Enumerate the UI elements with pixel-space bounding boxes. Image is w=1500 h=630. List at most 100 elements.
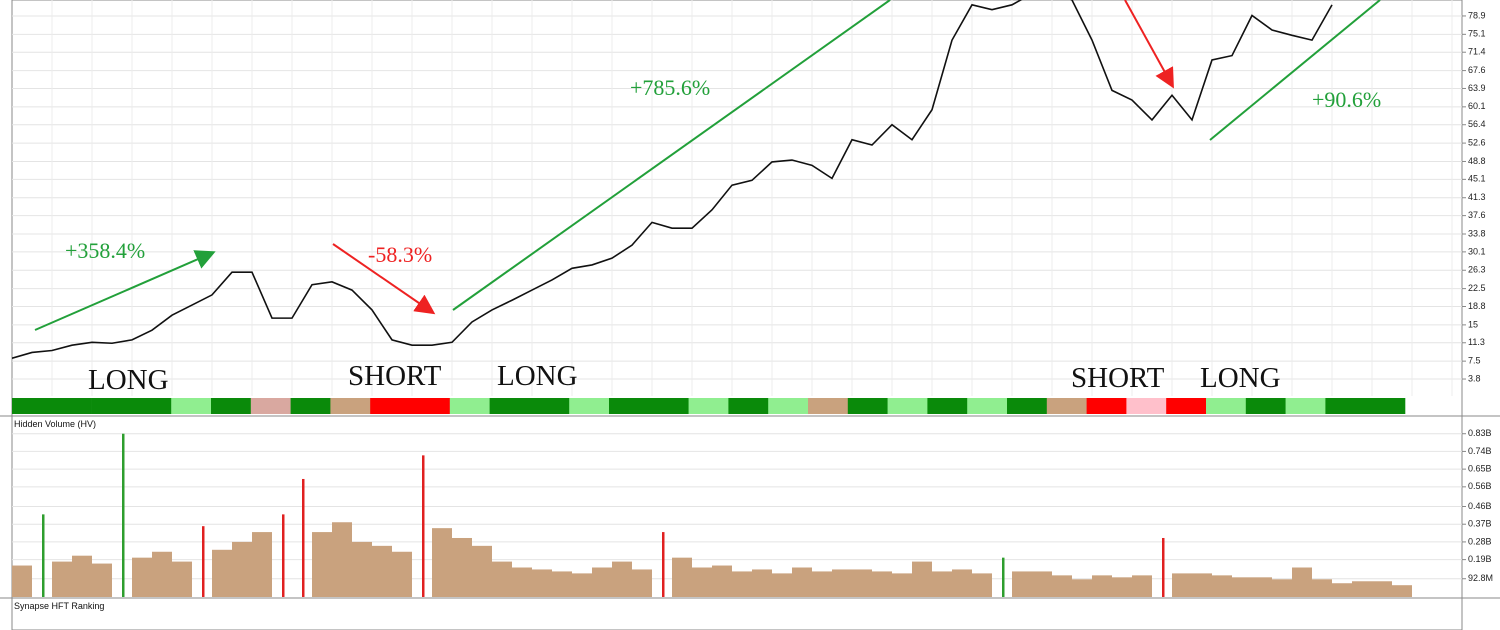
volume-bar: [1002, 557, 1005, 597]
volume-bar: [392, 551, 412, 597]
y-tick-label: 63.9: [1468, 83, 1486, 93]
volume-bar: [122, 433, 125, 597]
volume-bar: [1012, 571, 1032, 597]
volume-bar: [372, 545, 392, 597]
volume-bar: [852, 569, 872, 597]
annotation: -58.3%: [368, 242, 432, 267]
ranking-segment: [927, 398, 968, 414]
volume-bar: [672, 557, 692, 597]
volume-bar: [772, 573, 792, 597]
ranking-segment: [1325, 398, 1366, 414]
y-tick-label: 48.8: [1468, 156, 1486, 166]
volume-bar: [1292, 567, 1312, 597]
ranking-segment: [330, 398, 371, 414]
volume-bar: [12, 565, 32, 597]
ranking-segment: [847, 398, 888, 414]
volume-bar: [302, 478, 305, 597]
ranking-segment: [171, 398, 212, 414]
volume-bar: [692, 567, 712, 597]
y-tick-label: 0.56B: [1468, 481, 1492, 491]
y-tick-label: 26.3: [1468, 265, 1486, 275]
y-tick-label: 22.5: [1468, 283, 1486, 293]
volume-bar: [152, 551, 172, 597]
volume-bar: [492, 561, 512, 597]
volume-bar: [1172, 573, 1192, 597]
ranking-segment: [131, 398, 172, 414]
y-tick-label: 75.1: [1468, 29, 1486, 39]
ranking-segment: [887, 398, 928, 414]
ranking-segment: [569, 398, 610, 414]
y-tick-label: 45.1: [1468, 174, 1486, 184]
volume-bar: [1332, 583, 1352, 597]
signal-label: LONG: [88, 364, 169, 396]
trend-arrow: [1124, 0, 1174, 89]
volume-bar: [42, 514, 45, 597]
ranking-segment: [449, 398, 490, 414]
ranking-segment: [12, 398, 53, 414]
y-tick-label: 15: [1468, 319, 1478, 329]
ranking-segment: [1007, 398, 1048, 414]
ranking-segment: [1046, 398, 1087, 414]
y-tick-label: 7.5: [1468, 356, 1481, 366]
panel-title: Synapse HFT Ranking: [14, 601, 104, 611]
volume-bar: [352, 541, 372, 597]
y-tick-label: 52.6: [1468, 137, 1486, 147]
volume-bar: [1252, 577, 1272, 597]
y-tick-label: 0.46B: [1468, 501, 1492, 511]
volume-bar: [1272, 579, 1292, 597]
ranking-segment: [250, 398, 291, 414]
volume-bar: [912, 561, 932, 597]
ranking-segment: [51, 398, 92, 414]
signal-label: LONG: [497, 360, 578, 392]
y-tick-label: 0.65B: [1468, 464, 1492, 474]
ranking-segment: [648, 398, 689, 414]
volume-bar: [512, 567, 532, 597]
volume-bar: [132, 557, 152, 597]
signal-label: SHORT: [1071, 362, 1165, 394]
volume-bar: [572, 573, 592, 597]
volume-bar: [52, 561, 72, 597]
ranking-segment: [1245, 398, 1286, 414]
ranking-segment: [1126, 398, 1167, 414]
volume-bar: [332, 522, 352, 597]
annotation: +785.6%: [630, 75, 710, 100]
y-tick-label: 67.6: [1468, 65, 1486, 75]
ranking-segment: [808, 398, 849, 414]
volume-bar: [592, 567, 612, 597]
y-tick-label: 71.4: [1468, 47, 1486, 57]
ranking-segment: [688, 398, 729, 414]
volume-bar: [872, 571, 892, 597]
volume-bar: [1162, 537, 1165, 597]
y-tick-label: 11.3: [1468, 337, 1485, 347]
plot-frame: [11, 0, 1463, 630]
trend-arrow: [34, 250, 216, 331]
volume-bar: [1352, 581, 1372, 597]
ranking-segment: [1086, 398, 1127, 414]
volume-bar: [752, 569, 772, 597]
volume-bar: [92, 563, 112, 597]
panel-title: Hidden Volume (HV): [14, 419, 96, 429]
volume-bar: [312, 532, 332, 597]
volume-bar: [1212, 575, 1232, 597]
volume-bar: [532, 569, 552, 597]
annotation: +90.6%: [1312, 87, 1381, 112]
trend-arrow: [332, 243, 436, 315]
volume-bar: [612, 561, 632, 597]
y-tick-label: 30.1: [1468, 246, 1486, 256]
ranking-segment: [1206, 398, 1247, 414]
y-tick-label: 33.8: [1468, 228, 1486, 238]
volume-bar: [1312, 579, 1332, 597]
ranking-segment: [410, 398, 451, 414]
ranking-segment: [967, 398, 1008, 414]
y-tick-label: 56.4: [1468, 119, 1486, 129]
annotation: +358.4%: [65, 238, 145, 263]
volume-bar: [732, 571, 752, 597]
volume-bar: [252, 532, 272, 597]
ranking-segment: [1285, 398, 1326, 414]
volume-bar: [1372, 581, 1392, 597]
volume-bar: [1052, 575, 1072, 597]
trend-line: [452, 0, 891, 311]
ranking-segment: [529, 398, 570, 414]
volume-bar: [72, 555, 92, 597]
